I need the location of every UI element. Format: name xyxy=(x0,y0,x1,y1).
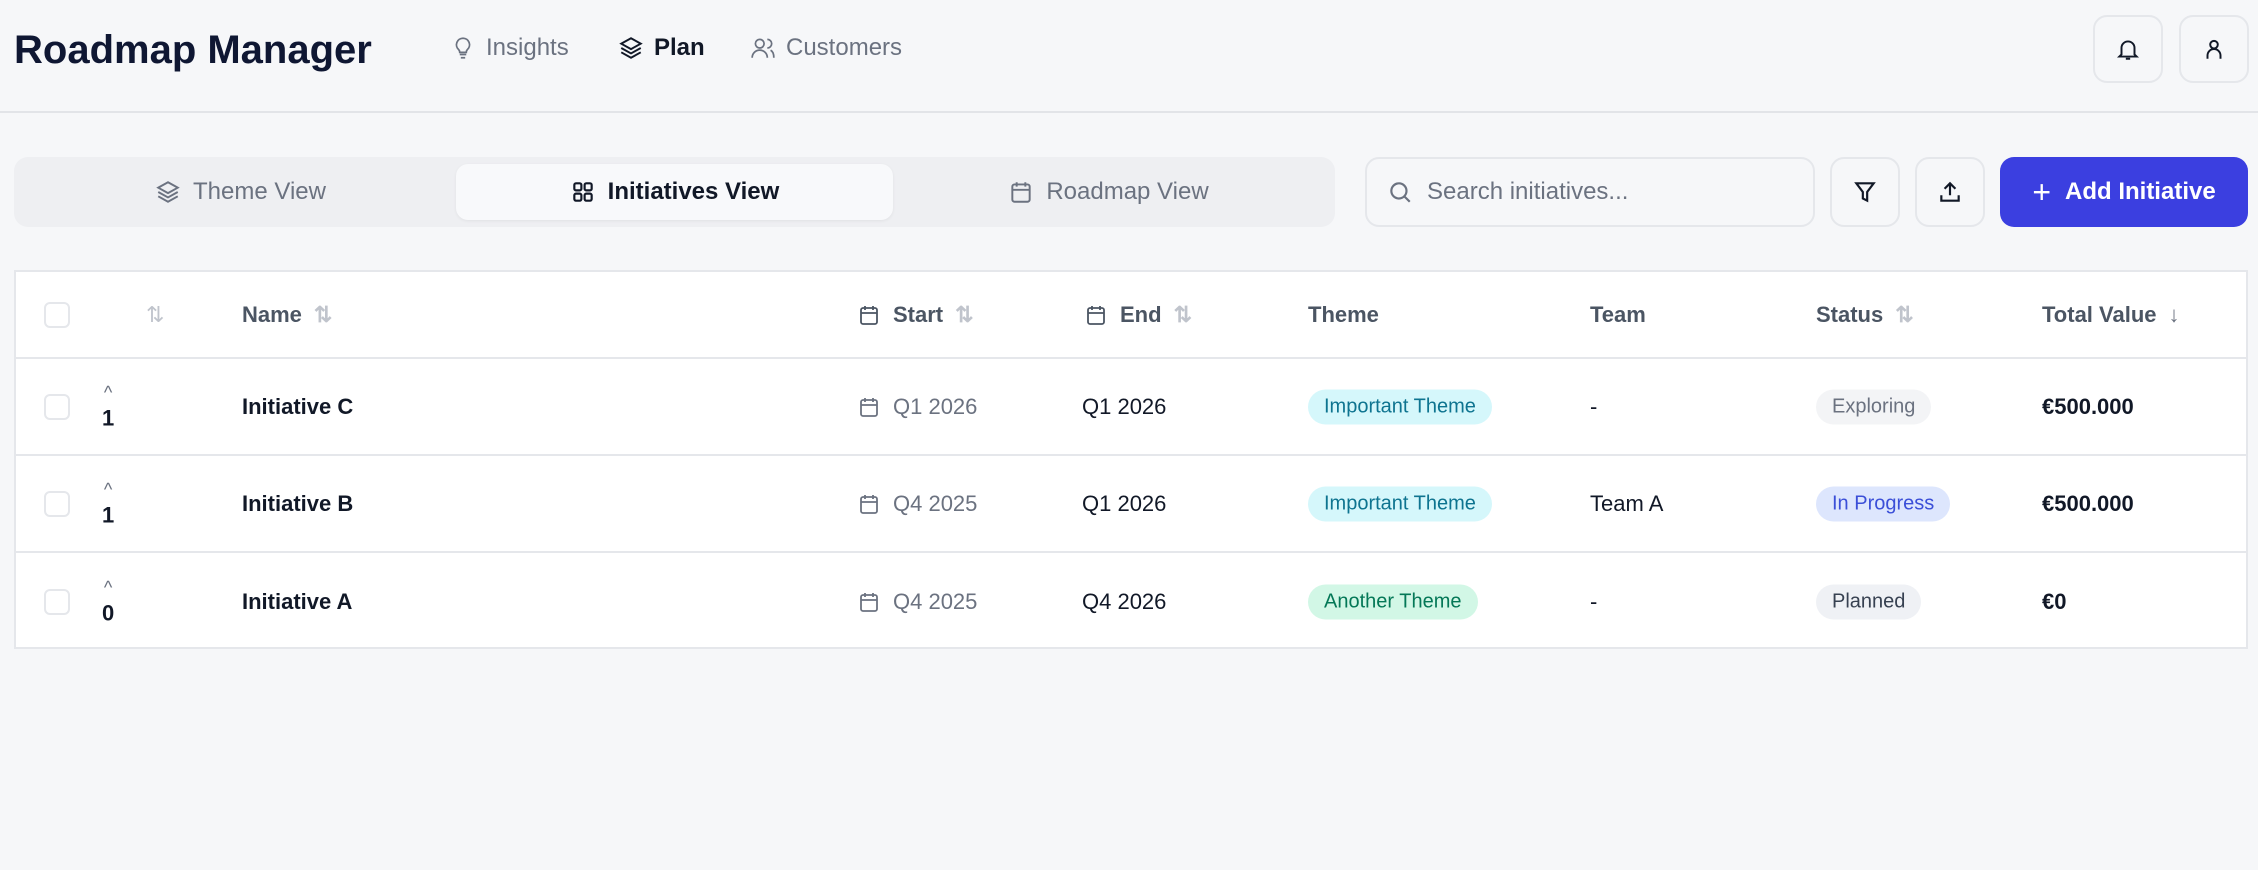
search-box xyxy=(1365,157,1815,227)
header-label: End xyxy=(1120,301,1162,327)
table-row[interactable]: ^ 1 Initiative C Q1 2026 Q1 2026 Importan… xyxy=(16,359,2246,456)
header-theme: Theme xyxy=(1308,301,1379,327)
tab-label: Roadmap View xyxy=(1046,178,1209,205)
export-button[interactable] xyxy=(1915,157,1985,227)
user-icon xyxy=(2206,39,2222,59)
header-start[interactable]: Start ⇅ xyxy=(857,302,974,328)
vote-count: 1 xyxy=(102,405,115,430)
app-header: Roadmap Manager Insights Plan Customers xyxy=(0,0,2258,113)
header-team: Team xyxy=(1590,301,1646,327)
row-checkbox[interactable] xyxy=(44,490,70,517)
search-input[interactable] xyxy=(1427,178,1787,206)
header-label: Status xyxy=(1816,301,1884,327)
search-icon xyxy=(1390,182,1411,203)
table-row[interactable]: ^ 0 Initiative A Q4 2025 Q4 2026 Another … xyxy=(16,553,2246,650)
notifications-button[interactable] xyxy=(2093,15,2163,83)
nav-insights[interactable]: Insights xyxy=(450,34,569,62)
header-total-value[interactable]: Total Value ↓ xyxy=(2042,302,2180,328)
layers-icon xyxy=(156,181,180,203)
initiative-name[interactable]: Initiative A xyxy=(242,588,353,614)
calendar-icon xyxy=(860,397,878,417)
app-title: Roadmap Manager xyxy=(14,28,372,72)
calendar-icon xyxy=(860,305,878,325)
header-name[interactable]: Name ⇅ xyxy=(242,302,332,328)
bell-icon xyxy=(2116,40,2140,60)
sort-icon: ⇅ xyxy=(1895,301,1914,327)
vote-count: 0 xyxy=(102,600,115,625)
end-date[interactable]: Q1 2026 xyxy=(1082,393,1167,419)
plus-icon: + xyxy=(2032,173,2051,210)
total-value: €500.000 xyxy=(2042,393,2134,419)
tab-label: Theme View xyxy=(193,178,326,205)
select-all-checkbox[interactable] xyxy=(44,301,70,328)
initiatives-table: ⇅ Name ⇅ Start ⇅ End ⇅ Theme Team Status ⇅ T… xyxy=(14,270,2248,649)
header-status[interactable]: Status ⇅ xyxy=(1816,302,1914,328)
add-initiative-button[interactable]: + Add Initiative xyxy=(2000,157,2248,227)
tab-initiatives-view[interactable]: Initiatives View xyxy=(456,164,893,220)
upvote-icon[interactable]: ^ xyxy=(103,479,113,499)
table-header: ⇅ Name ⇅ Start ⇅ End ⇅ Theme Team Status ⇅ T… xyxy=(16,272,2246,359)
vote-control[interactable]: ^ 0 xyxy=(102,577,114,626)
header-label: Total Value xyxy=(2042,301,2157,327)
total-value: €500.000 xyxy=(2042,490,2134,516)
nav-label: Insights xyxy=(486,34,569,61)
sort-icon: ⇅ xyxy=(313,301,333,327)
tab-roadmap-view[interactable]: Roadmap View xyxy=(890,164,1327,220)
end-date[interactable]: Q1 2026 xyxy=(1082,490,1167,516)
calendar-icon xyxy=(860,494,878,514)
vote-count: 1 xyxy=(102,502,115,527)
initiative-name[interactable]: Initiative C xyxy=(242,393,354,419)
profile-button[interactable] xyxy=(2179,15,2249,83)
initiative-name[interactable]: Initiative B xyxy=(242,490,354,516)
team: - xyxy=(1590,588,1598,614)
row-checkbox[interactable] xyxy=(44,588,70,615)
filter-icon xyxy=(1854,182,1876,203)
sort-icon: ⇅ xyxy=(955,301,974,327)
status-badge[interactable]: Exploring xyxy=(1816,389,1932,424)
nav-plan[interactable]: Plan xyxy=(618,34,705,62)
theme-badge: Important Theme xyxy=(1308,486,1492,521)
start-date[interactable]: Q4 2025 xyxy=(893,588,978,614)
filter-button[interactable] xyxy=(1830,157,1900,227)
upvote-icon[interactable]: ^ xyxy=(103,577,113,597)
nav-label: Customers xyxy=(786,34,903,61)
nav-customers[interactable]: Customers xyxy=(750,34,902,62)
calendar-icon xyxy=(1087,305,1105,325)
table-row[interactable]: ^ 1 Initiative B Q4 2025 Q1 2026 Importan… xyxy=(16,456,2246,553)
theme-badge: Important Theme xyxy=(1308,389,1492,424)
layers-icon xyxy=(619,37,643,59)
header-label: Name xyxy=(242,301,302,327)
row-checkbox[interactable] xyxy=(44,393,70,420)
header-label: Start xyxy=(893,301,944,327)
vote-control[interactable]: ^ 1 xyxy=(102,479,114,528)
tab-theme-view[interactable]: Theme View xyxy=(22,164,459,220)
calendar-icon xyxy=(860,592,878,612)
lightbulb-icon xyxy=(455,37,471,59)
users-icon xyxy=(751,38,775,58)
start-date[interactable]: Q4 2025 xyxy=(893,490,978,516)
status-badge[interactable]: In Progress xyxy=(1816,486,1951,521)
upload-icon xyxy=(1940,181,1960,202)
grid-icon xyxy=(572,182,593,202)
header-end[interactable]: End ⇅ xyxy=(1084,302,1192,328)
upvote-icon[interactable]: ^ xyxy=(103,382,113,402)
sort-icon: ⇅ xyxy=(1173,301,1192,327)
total-value: €0 xyxy=(2042,588,2067,614)
vote-control[interactable]: ^ 1 xyxy=(102,382,114,431)
status-badge[interactable]: Planned xyxy=(1816,584,1922,619)
calendar-icon xyxy=(1011,182,1031,203)
end-date[interactable]: Q4 2026 xyxy=(1082,588,1167,614)
team: Team A xyxy=(1590,490,1664,516)
add-initiative-label: Add Initiative xyxy=(2065,178,2216,205)
nav-label: Plan xyxy=(654,34,705,61)
theme-badge: Another Theme xyxy=(1308,584,1478,619)
sort-votes-icon[interactable]: ⇅ xyxy=(146,301,165,327)
sort-desc-icon: ↓ xyxy=(2168,301,2180,327)
tab-label: Initiatives View xyxy=(607,178,780,205)
view-switcher: Theme View Initiatives View Roadmap View xyxy=(14,157,1335,227)
team: - xyxy=(1590,393,1598,419)
start-date[interactable]: Q1 2026 xyxy=(893,393,978,419)
